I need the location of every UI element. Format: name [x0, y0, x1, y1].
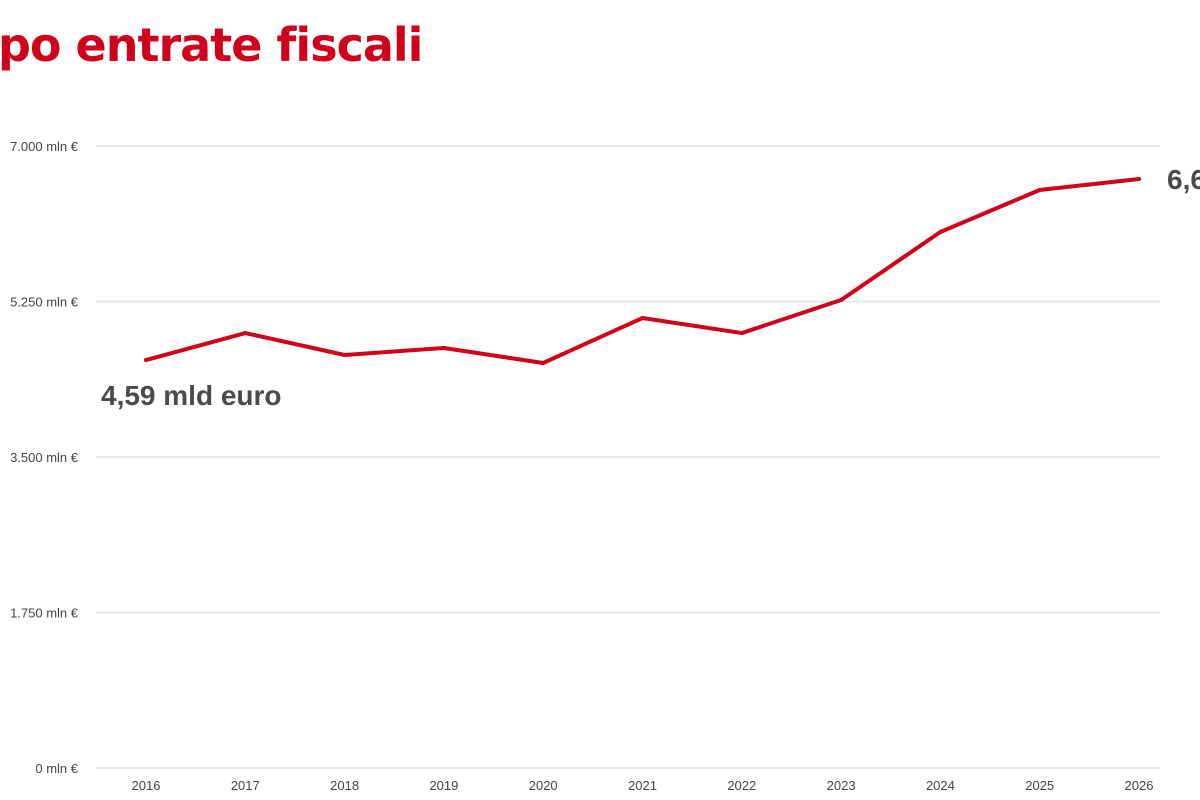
y-tick-label: 0 mln € [35, 761, 78, 776]
data-point [243, 331, 248, 336]
x-tick-label: 2023 [827, 778, 856, 793]
data-point [938, 230, 943, 235]
x-tick-label: 2025 [1025, 778, 1054, 793]
data-point [1037, 187, 1042, 192]
series-line [144, 176, 1141, 365]
x-tick-label: 2016 [132, 778, 161, 793]
x-tick-label: 2022 [727, 778, 756, 793]
y-tick-label: 1.750 mln € [10, 606, 79, 621]
x-tick-label: 2021 [628, 778, 657, 793]
data-point [144, 358, 148, 363]
annotation-start: 4,59 mld euro [101, 380, 282, 411]
y-tick-label: 5.250 mln € [10, 295, 79, 310]
x-tick-label: 2017 [231, 778, 260, 793]
x-tick-label: 2018 [330, 778, 359, 793]
data-point [342, 352, 347, 357]
x-tick-label: 2024 [926, 778, 955, 793]
y-tick-label: 3.500 mln € [10, 450, 79, 465]
annotation-end: 6,63 mld euro [1167, 164, 1200, 195]
data-point [1137, 176, 1141, 181]
x-tick-label: 2020 [529, 778, 558, 793]
x-tick-label: 2026 [1125, 778, 1154, 793]
chart-title: po entrate fiscali [0, 18, 423, 72]
data-point [839, 297, 844, 302]
x-tick-label: 2019 [429, 778, 458, 793]
data-point [739, 331, 744, 336]
data-point [640, 316, 645, 321]
y-tick-label: 7.000 mln € [10, 139, 79, 154]
data-point [441, 345, 446, 350]
data-point [541, 360, 546, 365]
